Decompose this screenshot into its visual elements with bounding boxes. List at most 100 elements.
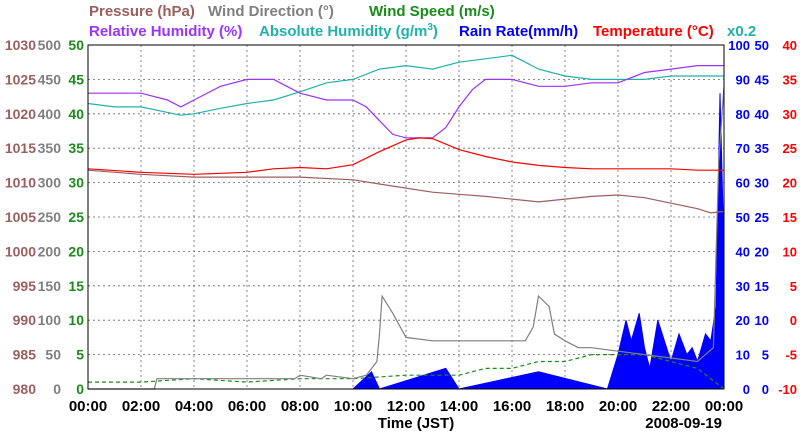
legend-temperature: Temperature (°C) — [593, 23, 714, 40]
tick-relative-humidity: 30 — [736, 279, 750, 294]
tick-wind-direction: 250 — [38, 209, 62, 225]
tick-temperature: -10 — [778, 382, 797, 397]
tick-rain-rate: 35 — [755, 141, 769, 156]
tick-relative-humidity: 0 — [743, 382, 750, 397]
tick-rain-rate: 10 — [755, 313, 769, 328]
tick-temperature: 30 — [783, 107, 797, 122]
series-layer — [87, 54, 725, 390]
tick-pressure: 1015 — [5, 140, 36, 156]
tick-wind-direction: 300 — [38, 175, 62, 191]
tick-pressure: 1030 — [5, 37, 36, 53]
tick-wind-speed: 5 — [76, 347, 84, 363]
tick-temperature: 20 — [783, 176, 797, 191]
x-tick-label: 10:00 — [334, 398, 372, 415]
series-temperature — [87, 137, 724, 175]
tick-relative-humidity: 40 — [736, 244, 750, 259]
series-relative-humidity — [88, 65, 724, 139]
tick-relative-humidity: 100 — [728, 38, 750, 53]
tick-relative-humidity: 50 — [736, 210, 750, 225]
tick-wind-speed: 25 — [68, 209, 84, 225]
right-axes: 0102030405060708090100051015202530354045… — [728, 38, 797, 397]
x-tick-label: 12:00 — [387, 398, 425, 415]
tick-wind-speed: 30 — [68, 175, 84, 191]
x-tick-label: 08:00 — [281, 398, 319, 415]
tick-pressure: 1010 — [5, 175, 36, 191]
tick-wind-direction: 450 — [38, 71, 62, 87]
tick-relative-humidity: 20 — [736, 313, 750, 328]
tick-pressure: 995 — [13, 278, 37, 294]
tick-wind-speed: 10 — [68, 312, 84, 328]
tick-pressure: 980 — [13, 381, 37, 397]
tick-wind-speed: 0 — [76, 381, 84, 397]
tick-wind-direction: 0 — [53, 381, 61, 397]
x-tick-label: 20:00 — [599, 398, 637, 415]
series-pressure — [87, 169, 725, 214]
tick-pressure: 1020 — [5, 106, 36, 122]
x-tick-label: 14:00 — [440, 398, 478, 415]
tick-wind-speed: 20 — [68, 243, 84, 259]
legend-relative-humidity: Relative Humidity (%) — [89, 23, 242, 40]
series-wind-speed — [88, 354, 725, 390]
x-tick-label: 16:00 — [493, 398, 531, 415]
x-tick-label: 04:00 — [175, 398, 213, 415]
legend-pressure: Pressure (hPa) — [89, 3, 195, 20]
series-absolute-humidity — [87, 54, 724, 116]
tick-rain-rate: 5 — [762, 348, 769, 363]
tick-wind-direction: 100 — [38, 312, 62, 328]
plot-frame — [87, 44, 725, 390]
tick-temperature: 5 — [790, 279, 797, 294]
x-tick-label: 00:00 — [69, 398, 107, 415]
tick-rain-rate: 45 — [755, 72, 769, 87]
tick-temperature: 25 — [783, 141, 797, 156]
tick-wind-speed: 35 — [68, 140, 84, 156]
tick-rain-rate: 20 — [755, 244, 769, 259]
tick-temperature: 15 — [783, 210, 797, 225]
tick-pressure: 990 — [13, 312, 37, 328]
tick-wind-direction: 150 — [38, 278, 62, 294]
tick-rain-rate: 0 — [762, 382, 769, 397]
x-axis-label: Time (JST) — [378, 415, 454, 432]
x-tick-label: 06:00 — [228, 398, 266, 415]
tick-relative-humidity: 90 — [736, 72, 750, 87]
legend-wind-direction: Wind Direction (°) — [208, 3, 334, 20]
tick-rain-rate: 40 — [755, 107, 769, 122]
x-axis: 00:00 02:00 04:00 06:00 08:00 10:00 12:00 14:00… — [69, 398, 743, 415]
legend-absolute-humidity-sup: 3 — [427, 22, 433, 33]
tick-temperature: 0 — [790, 313, 797, 328]
x-tick-label: 00:00 — [705, 398, 743, 415]
tick-rain-rate: 15 — [755, 279, 769, 294]
tick-temperature: 40 — [783, 38, 797, 53]
tick-relative-humidity: 10 — [736, 348, 750, 363]
tick-rain-rate: 30 — [755, 176, 769, 191]
legend-scale-note: x0.2 — [727, 23, 756, 40]
x-tick-label: 18:00 — [546, 398, 584, 415]
series-wind-direction — [88, 86, 725, 390]
tick-pressure: 1025 — [5, 71, 36, 87]
legend-absolute-humidity: Absolute Humidity (g/m3) — [259, 22, 438, 40]
chart-date: 2008-09-19 — [645, 415, 722, 432]
tick-relative-humidity: 80 — [736, 107, 750, 122]
tick-relative-humidity: 70 — [736, 141, 750, 156]
tick-wind-direction: 50 — [45, 347, 61, 363]
legend-rain-rate: Rain Rate(mm/h) — [459, 23, 578, 40]
tick-rain-rate: 50 — [755, 38, 769, 53]
tick-wind-direction: 500 — [38, 37, 62, 53]
tick-wind-speed: 40 — [68, 106, 84, 122]
legend-absolute-humidity-close: ) — [433, 23, 438, 40]
tick-wind-direction: 400 — [38, 106, 62, 122]
tick-temperature: 10 — [783, 244, 797, 259]
tick-wind-speed: 45 — [68, 71, 84, 87]
tick-wind-speed: 15 — [68, 278, 84, 294]
tick-pressure: 1000 — [5, 243, 36, 259]
tick-temperature: -5 — [785, 348, 797, 363]
tick-wind-direction: 350 — [38, 140, 62, 156]
tick-wind-direction: 200 — [38, 243, 62, 259]
legend-absolute-humidity-text: Absolute Humidity (g/m — [259, 23, 427, 40]
tick-temperature: 35 — [783, 72, 797, 87]
left-axes: 9809859909951000100510101015102010251030… — [5, 37, 84, 397]
tick-relative-humidity: 60 — [736, 176, 750, 191]
legend-wind-speed: Wind Speed (m/s) — [369, 3, 495, 20]
x-tick-label: 22:00 — [652, 398, 690, 415]
tick-rain-rate: 25 — [755, 210, 769, 225]
